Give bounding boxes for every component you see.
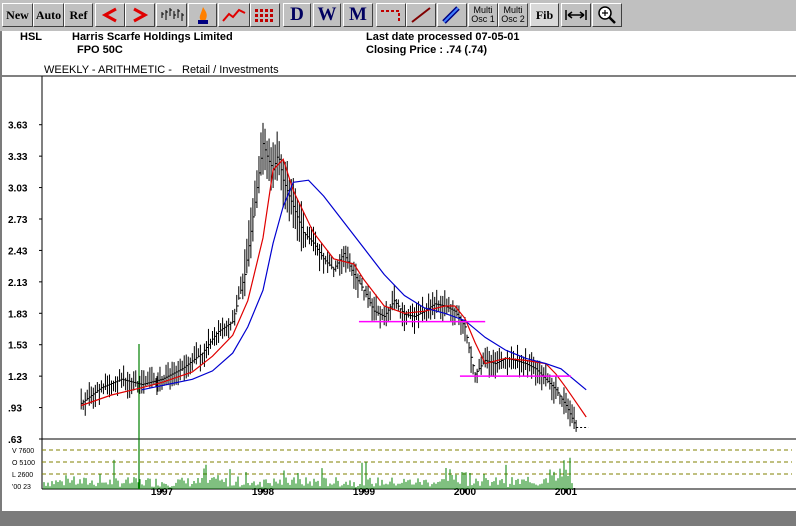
y-tick-label: 2.73: [8, 215, 28, 226]
auto-label: Auto: [35, 7, 62, 22]
chart-mode: WEEKLY - ARITHMETIC -: [44, 64, 172, 76]
multi-osc-1-label-bottom: Osc 1: [471, 14, 495, 24]
y-tick-label: 2.13: [8, 278, 28, 289]
y-tick-label: 1.53: [8, 341, 28, 352]
dashed-line-icon: [381, 10, 400, 22]
forward-button[interactable]: [125, 3, 155, 27]
volume-scale-label: O 5100: [12, 460, 35, 467]
new-label: New: [6, 7, 29, 22]
security-type: FPO 50C: [77, 44, 123, 56]
fib-button[interactable]: Fib: [530, 3, 559, 27]
fit-width-icon: [565, 10, 587, 20]
fast-moving-average-line: [81, 158, 587, 418]
multi-osc-2-label-bottom: Osc 2: [501, 14, 525, 24]
draw-button[interactable]: [437, 3, 467, 27]
line-chart-icon: [222, 8, 246, 22]
back-button[interactable]: [95, 3, 125, 27]
ref-label: Ref: [69, 7, 88, 22]
y-tick-label: 1.83: [8, 309, 28, 320]
left-arrow-icon: [101, 7, 117, 23]
company-name: Harris Scarfe Holdings Limited: [72, 31, 233, 43]
ref-button[interactable]: Ref: [64, 3, 93, 27]
flame-icon: [197, 7, 208, 24]
monthly-label: M: [349, 4, 367, 25]
daily-label: D: [290, 4, 304, 25]
weekly-button[interactable]: W: [313, 3, 341, 27]
multi-osc-1-label-top: Multi: [473, 5, 493, 15]
right-arrow-icon: [133, 7, 149, 23]
y-tick-label: 1.23: [8, 372, 28, 383]
fib-label: Fib: [535, 7, 554, 22]
bar-chart-icon: [161, 8, 184, 21]
closing-price: Closing Price : .74 (.74): [366, 44, 488, 56]
status-bar: [0, 511, 796, 526]
y-tick-label: 2.43: [8, 246, 28, 257]
multi-osc-2-label-top: Multi: [503, 5, 523, 15]
multi-osc-2-button[interactable]: Multi Osc 2: [498, 3, 528, 27]
bar-chart-button[interactable]: [156, 3, 187, 27]
y-tick-label: 3.63: [8, 121, 28, 132]
auto-button[interactable]: Auto: [33, 3, 64, 27]
dashed-line-button[interactable]: [376, 3, 406, 27]
zoom-button[interactable]: [592, 3, 622, 27]
y-tick-label: .63: [8, 435, 22, 446]
security-code: HSL: [20, 31, 42, 43]
candle-button[interactable]: [188, 3, 217, 27]
monthly-button[interactable]: M: [343, 3, 373, 27]
trendline-icon: [411, 7, 431, 23]
daily-button[interactable]: D: [283, 3, 311, 27]
slow-moving-average-line: [141, 179, 587, 391]
multi-osc-1-button[interactable]: Multi Osc 1: [468, 3, 498, 27]
last-date-processed: Last date processed 07-05-01: [366, 31, 520, 43]
volume-scale-label: L 2600: [12, 472, 33, 479]
toolbar: New Auto Ref D W M Multi Osc 1 Multi Osc 2…: [0, 0, 796, 32]
pencil-icon: [442, 6, 460, 24]
volume-scale-label: V 7600: [12, 448, 34, 455]
grid-chart-button[interactable]: [250, 3, 280, 27]
trendline-button[interactable]: [406, 3, 436, 27]
weekly-label: W: [317, 4, 337, 25]
grid-chart-icon: [255, 9, 273, 22]
zoom-icon: [598, 6, 616, 24]
y-tick-label: 3.03: [8, 184, 28, 195]
volume-scale-label: '00 23: [12, 484, 31, 491]
new-button[interactable]: New: [2, 3, 33, 27]
line-chart-button[interactable]: [218, 3, 250, 27]
y-tick-label: .93: [8, 404, 22, 415]
sector: Retail / Investments: [182, 64, 279, 76]
fit-width-button[interactable]: [561, 3, 591, 27]
y-tick-label: 3.33: [8, 152, 28, 163]
price-chart[interactable]: 3.63 3.33 3.03 2.73 2.43 2.13 1.83 1.53 1.23 .93.…: [2, 31, 796, 511]
chart-window[interactable]: HSL Harris Scarfe Holdings Limited FPO 5…: [2, 31, 796, 511]
